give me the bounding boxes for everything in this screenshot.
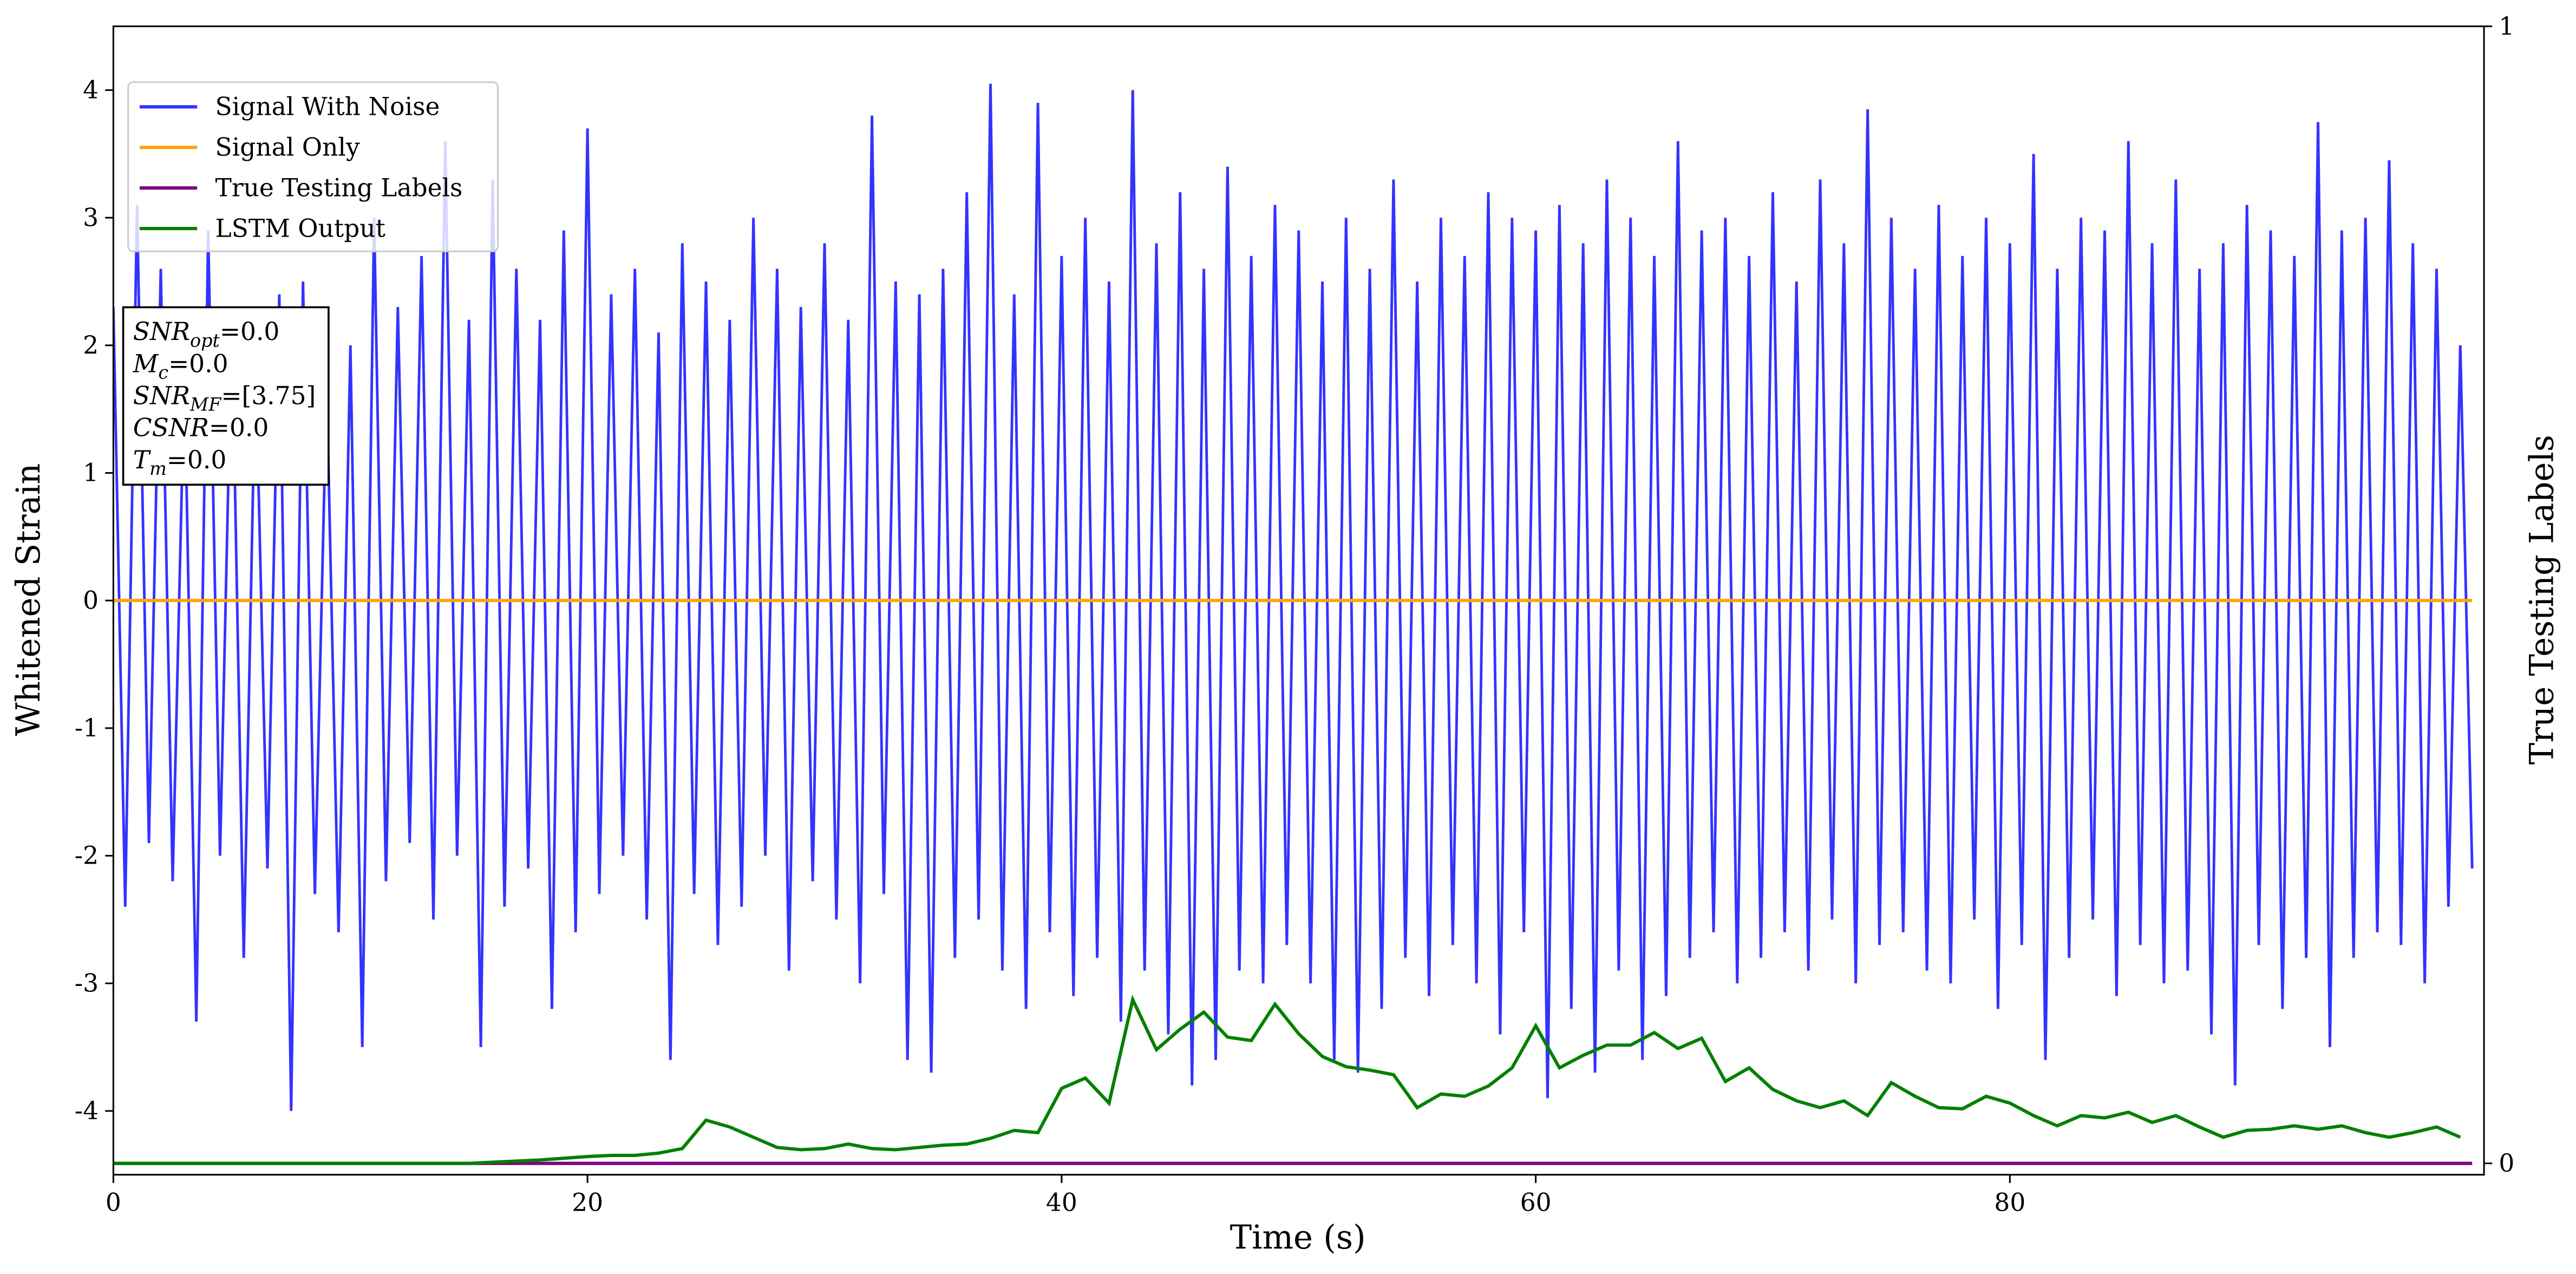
annotation-value: =[3.75] (221, 382, 316, 410)
annotation-value: =0.0 (168, 349, 228, 378)
y-tick-label: -1 (75, 714, 99, 742)
annotation-value: =0.0 (209, 414, 269, 442)
y2-tick-label: 1 (2499, 12, 2514, 41)
legend-label: Signal Only (215, 133, 360, 161)
y-tick-label: 4 (83, 76, 99, 104)
y-tick-label: 1 (83, 459, 99, 487)
x-axis-label: Time (s) (1230, 1219, 1366, 1257)
annotation-subscript: MF (189, 394, 222, 415)
legend-label: LSTM Output (215, 214, 385, 243)
annotation-line: Mc=0.0 (133, 349, 228, 383)
x-tick-label: 80 (1994, 1188, 2025, 1217)
y-tick-label: -3 (75, 969, 99, 997)
annotation-symbol: SNR (133, 317, 190, 346)
annotation-subscript: m (149, 458, 167, 479)
series-line (113, 83, 2474, 1111)
y2-tick-label: 0 (2499, 1149, 2514, 1178)
annotation-subscript: opt (190, 330, 220, 351)
annotation-symbol: CSNR (133, 414, 209, 442)
y-tick-label: -2 (75, 841, 99, 870)
annotation-line: SNRMF=[3.75] (133, 382, 316, 415)
annotation-line: SNRopt=0.0 (133, 317, 280, 351)
annotation-symbol: M (133, 349, 159, 378)
annotation-line: CSNR=0.0 (133, 414, 269, 442)
series-line (113, 995, 2461, 1165)
annotation-line: Tm=0.0 (133, 446, 226, 479)
annotation-subscript: c (158, 362, 168, 383)
annotation-box (122, 306, 330, 486)
y2-axis-label: True Testing Labels (2523, 435, 2561, 765)
y-axis-label: Whitened Strain (10, 463, 48, 736)
y-tick-label: 2 (83, 331, 99, 360)
y-tick-label: 3 (83, 203, 99, 232)
y-tick-label: -4 (75, 1096, 99, 1125)
x-tick-label: 60 (1520, 1188, 1552, 1217)
annotation-value: =0.0 (220, 317, 279, 346)
x-tick-label: 40 (1046, 1188, 1077, 1217)
legend-box (127, 81, 499, 252)
overlay: Signal With Noise Signal Only True Testing… (122, 81, 499, 486)
x-tick-label: 0 (106, 1188, 121, 1217)
legend-label: Signal With Noise (215, 92, 440, 121)
annotation-value: =0.0 (167, 446, 226, 474)
annotation-symbol: SNR (133, 382, 190, 410)
y-tick-label: 0 (83, 586, 99, 615)
x-tick-label: 20 (572, 1188, 603, 1217)
legend-label: True Testing Labels (215, 173, 463, 202)
plot-area (113, 83, 2474, 1165)
annotation-symbol: T (133, 446, 152, 474)
